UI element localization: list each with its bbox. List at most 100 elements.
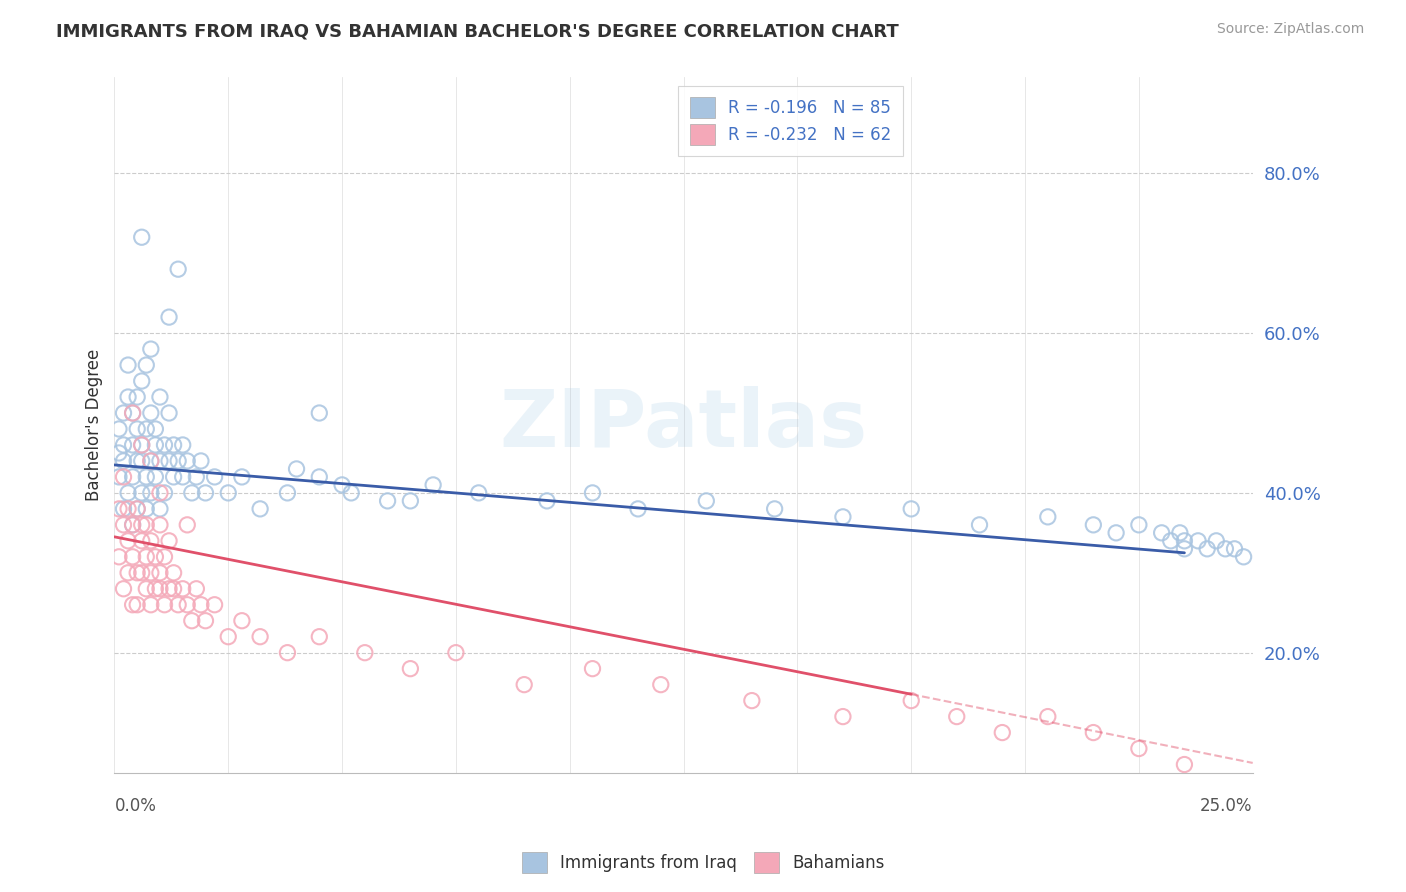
Point	[167, 262, 190, 277]
Point	[1036, 709, 1059, 723]
Point	[377, 494, 399, 508]
Y-axis label: Bachelor's Degree: Bachelor's Degree	[86, 349, 103, 501]
Point	[153, 598, 176, 612]
Point	[139, 566, 162, 580]
Point	[231, 614, 253, 628]
Point	[121, 517, 143, 532]
Point	[1233, 549, 1256, 564]
Point	[308, 630, 330, 644]
Point	[149, 486, 172, 500]
Point	[513, 678, 536, 692]
Point	[135, 422, 157, 436]
Point	[832, 509, 855, 524]
Point	[127, 422, 149, 436]
Point	[1105, 525, 1128, 540]
Point	[162, 438, 184, 452]
Point	[157, 582, 180, 596]
Point	[186, 470, 208, 484]
Point	[153, 438, 176, 452]
Point	[139, 533, 162, 548]
Point	[157, 454, 180, 468]
Point	[149, 501, 172, 516]
Point	[145, 549, 167, 564]
Point	[117, 358, 139, 372]
Point	[135, 501, 157, 516]
Point	[127, 454, 149, 468]
Point	[121, 598, 143, 612]
Point	[650, 678, 672, 692]
Point	[176, 598, 198, 612]
Point	[153, 549, 176, 564]
Point	[127, 566, 149, 580]
Point	[167, 598, 190, 612]
Point	[1173, 757, 1195, 772]
Point	[131, 438, 153, 452]
Text: 0.0%: 0.0%	[114, 797, 156, 815]
Point	[1223, 541, 1246, 556]
Point	[131, 566, 153, 580]
Point	[108, 470, 131, 484]
Point	[131, 486, 153, 500]
Point	[135, 517, 157, 532]
Point	[969, 517, 991, 532]
Point	[145, 582, 167, 596]
Point	[127, 501, 149, 516]
Point	[217, 486, 239, 500]
Point	[131, 517, 153, 532]
Point	[108, 501, 131, 516]
Point	[991, 725, 1014, 739]
Point	[276, 486, 298, 500]
Point	[204, 470, 226, 484]
Point	[108, 446, 131, 460]
Point	[149, 390, 172, 404]
Point	[172, 470, 194, 484]
Point	[127, 501, 149, 516]
Point	[330, 478, 353, 492]
Point	[900, 501, 922, 516]
Point	[149, 566, 172, 580]
Point	[167, 454, 190, 468]
Point	[249, 630, 271, 644]
Point	[112, 470, 135, 484]
Point	[139, 406, 162, 420]
Point	[157, 310, 180, 325]
Point	[249, 501, 271, 516]
Point	[399, 662, 422, 676]
Point	[399, 494, 422, 508]
Point	[217, 630, 239, 644]
Point	[194, 614, 217, 628]
Point	[135, 549, 157, 564]
Point	[117, 486, 139, 500]
Text: IMMIGRANTS FROM IRAQ VS BAHAMIAN BACHELOR'S DEGREE CORRELATION CHART: IMMIGRANTS FROM IRAQ VS BAHAMIAN BACHELO…	[56, 22, 898, 40]
Point	[308, 406, 330, 420]
Point	[204, 598, 226, 612]
Point	[117, 501, 139, 516]
Point	[135, 470, 157, 484]
Point	[763, 501, 786, 516]
Point	[581, 486, 603, 500]
Point	[581, 662, 603, 676]
Point	[112, 501, 135, 516]
Point	[741, 693, 763, 707]
Point	[1173, 541, 1195, 556]
Point	[121, 438, 143, 452]
Point	[186, 582, 208, 596]
Point	[135, 582, 157, 596]
Point	[695, 494, 717, 508]
Point	[172, 582, 194, 596]
Point	[108, 549, 131, 564]
Point	[172, 438, 194, 452]
Point	[121, 517, 143, 532]
Point	[112, 438, 135, 452]
Point	[112, 406, 135, 420]
Point	[117, 533, 139, 548]
Point	[1173, 533, 1195, 548]
Point	[112, 517, 135, 532]
Point	[112, 454, 135, 468]
Point	[900, 693, 922, 707]
Point	[117, 566, 139, 580]
Point	[149, 454, 172, 468]
Point	[131, 438, 153, 452]
Point	[276, 646, 298, 660]
Point	[139, 454, 162, 468]
